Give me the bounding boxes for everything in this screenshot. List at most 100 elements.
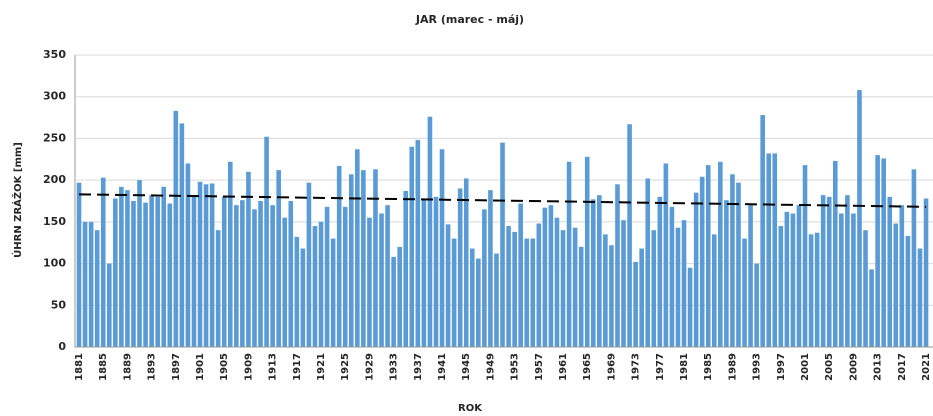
bar [917,248,923,347]
y-tick-label: 50 [51,298,67,311]
bar [621,220,626,347]
bar [639,248,644,347]
x-tick-label: 1977 [655,353,666,381]
x-axis-label: ROK [458,403,483,414]
bar [724,200,729,347]
bar [342,206,348,347]
x-tick-label: 2017 [897,353,908,381]
bar [832,160,838,347]
x-tick-label: 1945 [461,353,472,381]
bar [603,234,608,347]
bar [869,269,874,347]
bar [687,267,693,347]
bar [227,161,233,347]
bar [155,196,160,347]
bar [391,256,396,347]
bar [578,246,584,347]
bar [179,123,185,347]
x-tick-label: 1965 [582,353,593,381]
bar [536,223,542,347]
bar [348,174,354,347]
bar [439,149,445,347]
x-tick-label: 2009 [848,353,859,381]
bar [911,169,917,347]
x-tick-label: 1941 [437,353,448,381]
bar [221,196,227,347]
x-tick-label: 1913 [268,353,279,381]
bar [306,182,312,347]
x-tick-label: 1925 [340,353,351,381]
bar [633,261,638,347]
bar [590,199,596,347]
bar [663,163,669,347]
bar [796,205,802,347]
x-tick-label: 1989 [727,353,738,381]
bar [681,220,687,347]
bar [246,171,251,347]
bar [863,230,868,347]
bar [191,196,197,347]
bar [609,245,614,347]
y-tick-label: 150 [43,215,66,228]
bar [506,226,511,347]
bar [258,201,263,347]
bar [845,195,850,347]
bar [572,227,578,347]
bar [881,158,886,347]
x-tick-label: 1993 [752,353,763,381]
bar [463,178,469,347]
bar [736,182,741,347]
x-tick-label: 1917 [292,353,303,381]
chart-title: JAR (marec - máj) [415,13,524,26]
x-tick-label: 1961 [558,353,569,381]
bar [711,234,717,347]
bar [560,230,566,347]
x-tick-label: 1929 [364,353,375,381]
bar [373,169,378,347]
y-tick-label: 100 [43,257,66,270]
x-tick-label: 1985 [703,353,714,381]
bar [167,203,173,347]
bar [518,203,523,347]
bar [669,206,675,347]
x-tick-label: 1969 [606,353,617,381]
x-tick-label: 1973 [631,353,642,381]
x-tick-label: 1881 [74,353,85,381]
bar [699,176,705,347]
y-tick-label: 0 [58,340,66,353]
bar [566,161,572,347]
bar [784,211,790,347]
bar [379,213,384,347]
bar [500,142,505,347]
bar [445,224,451,347]
bar [336,165,342,347]
bar [627,124,632,347]
x-tick-label: 1981 [679,353,690,381]
bar [421,198,427,347]
bar [718,161,723,347]
bar [113,198,118,347]
x-tick-label: 1957 [534,353,545,381]
bar [294,236,300,347]
bar [415,140,421,347]
bar [403,190,409,347]
bar [203,184,209,347]
bar [161,186,167,347]
bar [651,230,657,347]
x-tick-label: 2021 [921,353,932,381]
bar [748,205,753,347]
bar [137,180,142,347]
bar [240,200,245,347]
bar [100,177,106,347]
y-tick-label: 250 [43,131,66,144]
bar [276,170,281,347]
x-tick-label: 1953 [510,353,521,381]
y-tick-label: 350 [43,48,66,61]
bar [324,206,330,347]
x-tick-label: 1889 [122,353,133,381]
x-tick-label: 1897 [171,353,182,381]
bar [409,146,415,347]
x-tick-label: 1933 [389,353,400,381]
bar [826,196,832,347]
x-tick-label: 1905 [219,353,230,381]
